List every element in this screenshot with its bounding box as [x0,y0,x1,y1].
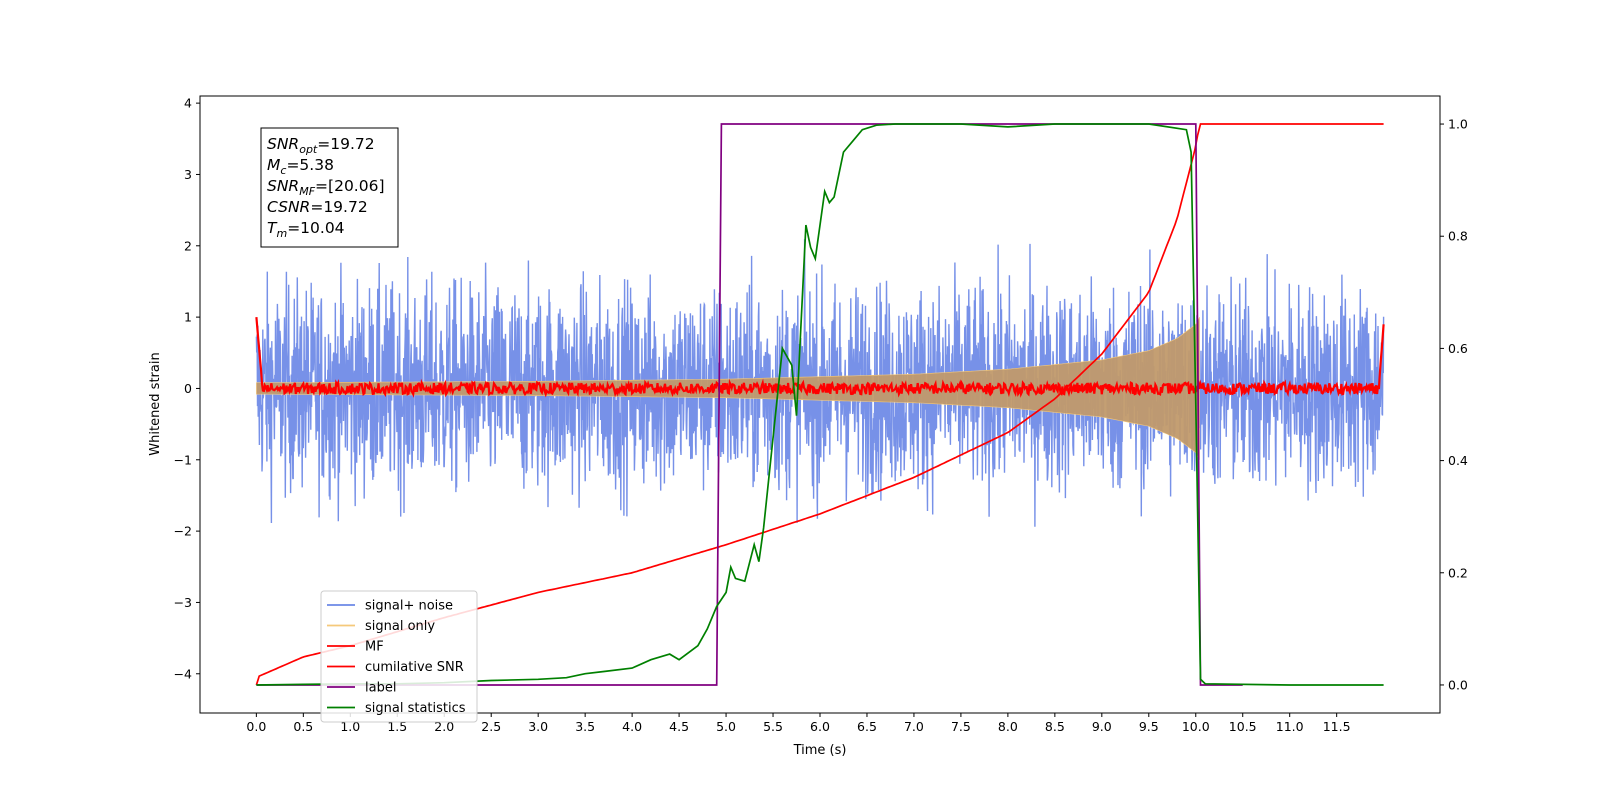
y-tick-label: −4 [174,666,192,681]
x-tick-label: 8.0 [998,719,1018,734]
annotation-box: SNRopt=19.72Mc=5.38SNRMF=[20.06]CSNR=19.… [260,127,399,248]
y-tick-label: −3 [174,595,192,610]
x-tick-label: 9.5 [1139,719,1159,734]
annotation-line: Mc=5.38 [267,156,334,177]
y-tick-label: 3 [184,167,192,182]
legend-label: cumilative SNR [365,660,464,675]
legend-label: signal+ noise [365,599,453,614]
y-right-tick-label: 0.8 [1448,229,1468,244]
legend-label: signal statistics [365,701,466,716]
x-tick-label: 10.0 [1182,719,1210,734]
x-tick-label: 2.5 [481,719,501,734]
annotation-line: CSNR=19.72 [267,198,368,216]
x-tick-label: 5.5 [763,719,783,734]
y-axis-label: Whitened strain [148,352,163,455]
x-tick-label: 5.0 [716,719,736,734]
x-tick-label: 0.0 [246,719,266,734]
x-tick-label: 1.5 [387,719,407,734]
annotation-line: SNRMF=[20.06] [267,177,385,198]
x-tick-label: 6.5 [857,719,877,734]
y-tick-label: 2 [184,238,192,253]
y-right-tick-label: 0.0 [1448,677,1468,692]
y-right-tick-label: 0.2 [1448,565,1468,580]
y-tick-label: 4 [184,96,192,111]
legend-frame [320,590,478,723]
annotation-line: SNRopt=19.72 [267,135,375,156]
legend-label: label [365,681,396,696]
x-tick-label: 1.0 [340,719,360,734]
x-tick-label: 10.5 [1229,719,1257,734]
annotation-frame [260,127,399,248]
x-tick-label: 7.5 [951,719,971,734]
x-tick-label: 7.0 [904,719,924,734]
x-tick-label: 3.5 [575,719,595,734]
x-axis-label: Time (s) [793,743,847,758]
series-signal-statistics [256,123,1384,686]
x-tick-label: 4.0 [622,719,642,734]
y-tick-label: 1 [184,310,192,325]
axes-layer: 0.0 0.5 1.0 1.5 2.0 2.5 3.0 3.5 4.0 4.5 5.0 5.5 6.0 6… [174,96,1468,734]
y-tick-label: −1 [174,452,192,467]
y-right-tick-label: 0.6 [1448,341,1468,356]
legend-label: signal only [365,619,435,634]
x-tick-label: 2.0 [434,719,454,734]
plot-layer [255,123,1385,686]
x-tick-label: 8.5 [1045,719,1065,734]
annotation-line: Tm=10.04 [267,219,345,240]
legend-label: MF [365,640,384,655]
x-tick-label: 9.0 [1092,719,1112,734]
x-tick-label: 6.0 [810,719,830,734]
y-tick-label: −2 [174,524,192,539]
legend: signal+ noise signal only MF cumilative SNR… [320,590,478,723]
x-tick-label: 0.5 [293,719,313,734]
y-right-tick-label: 1.0 [1448,117,1468,132]
y-tick-label: 0 [184,381,192,396]
x-tick-label: 4.5 [669,719,689,734]
x-tick-label: 11.5 [1323,719,1351,734]
x-tick-label: 11.0 [1276,719,1304,734]
y-right-tick-label: 0.4 [1448,453,1468,468]
x-tick-label: 3.0 [528,719,548,734]
